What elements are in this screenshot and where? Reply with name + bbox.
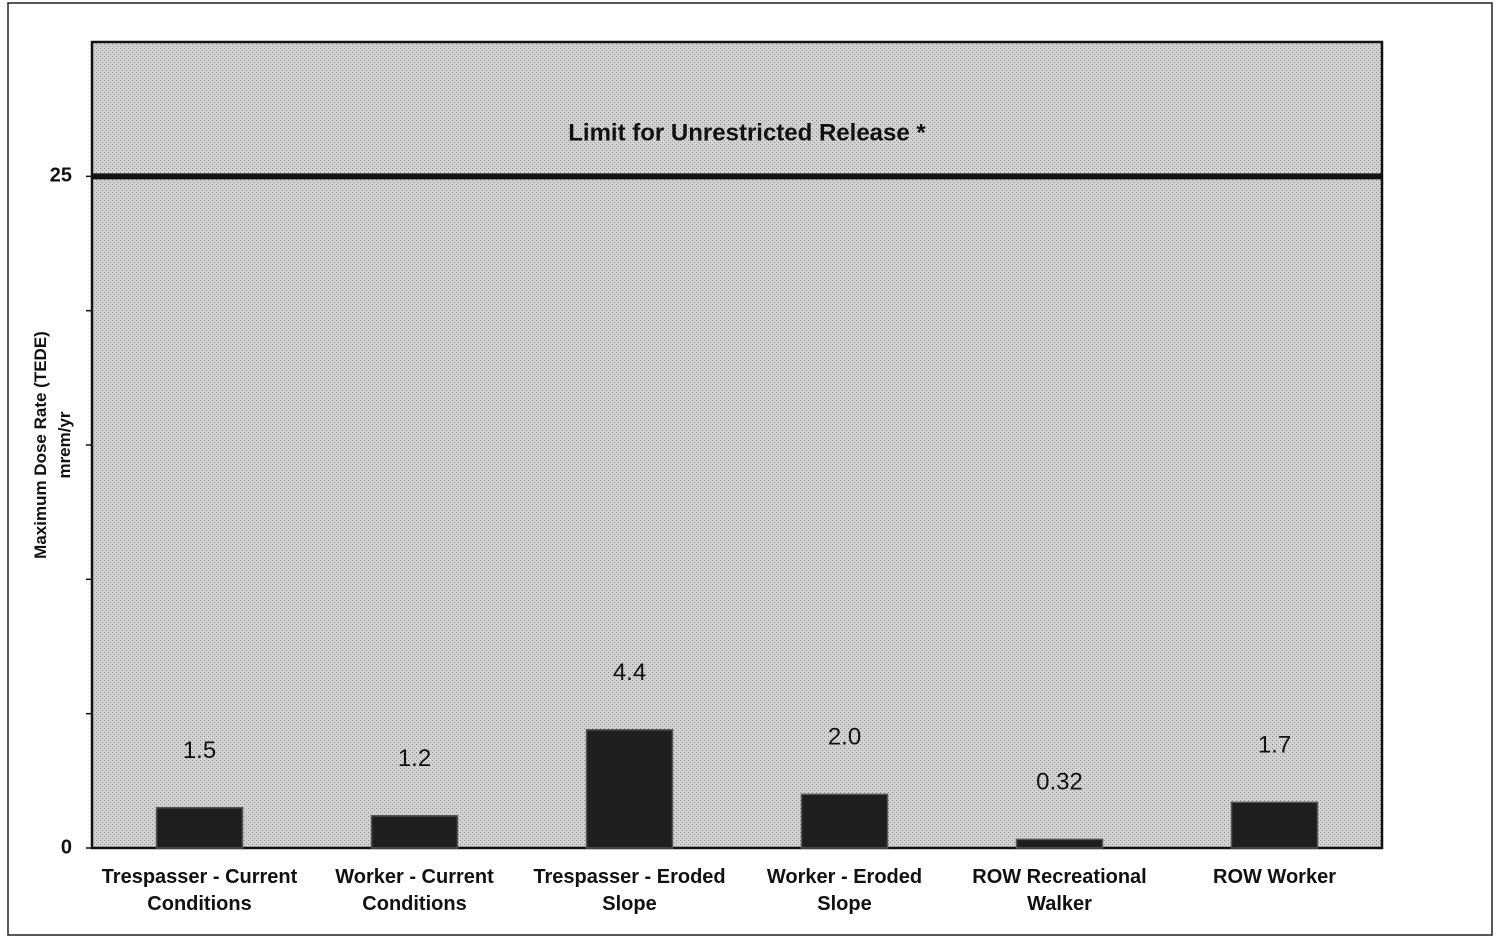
value-label: 4.4 bbox=[613, 659, 646, 686]
plot-area bbox=[90, 40, 1384, 850]
bar bbox=[585, 729, 674, 849]
value-label: 0.32 bbox=[1036, 769, 1083, 796]
x-tick-label-line: Worker - Current bbox=[335, 866, 494, 888]
bar bbox=[800, 793, 889, 849]
bar bbox=[155, 806, 244, 849]
reference-label: Limit for Unrestricted Release * bbox=[568, 120, 926, 147]
x-tick-label: Worker - Eroded Slope bbox=[767, 866, 922, 915]
x-tick-label: Trespasser - Eroded Slope bbox=[533, 866, 725, 915]
value-label: 2.0 bbox=[828, 724, 861, 751]
x-tick-label-line: Worker - Eroded bbox=[767, 866, 922, 888]
x-tick-label-line: Slope bbox=[602, 893, 656, 915]
y-axis-label-line: Maximum Dose Rate (TEDE) bbox=[31, 331, 50, 559]
x-tick-label-line: Walker bbox=[1027, 893, 1092, 915]
bar bbox=[1015, 838, 1104, 849]
y-tick-label: 25 bbox=[50, 165, 72, 187]
y-axis-label: Maximum Dose Rate (TEDE) mrem/yr bbox=[31, 331, 74, 559]
x-tick-label-line: Slope bbox=[817, 893, 871, 915]
bar bbox=[370, 815, 459, 849]
x-tick-label-line: ROW Worker bbox=[1213, 866, 1336, 888]
y-axis-label-line: mrem/yr bbox=[55, 411, 74, 478]
x-tick-label-line: Trespasser - Eroded bbox=[533, 866, 725, 888]
x-tick-label-line: Conditions bbox=[362, 893, 466, 915]
x-tick-label: ROW Recreational Walker bbox=[972, 866, 1146, 915]
x-tick-label-line: ROW Recreational bbox=[972, 866, 1146, 888]
value-label: 1.7 bbox=[1258, 732, 1291, 759]
x-tick-label-line: Trespasser - Current bbox=[102, 866, 298, 888]
value-label: 1.2 bbox=[398, 745, 431, 772]
x-tick-label-line: Conditions bbox=[147, 893, 251, 915]
x-tick-label: ROW Worker bbox=[1213, 866, 1336, 888]
y-tick-label: 0 bbox=[61, 836, 72, 858]
bar bbox=[1230, 801, 1319, 849]
x-tick-label: Worker - Current Conditions bbox=[335, 866, 494, 915]
value-label: 1.5 bbox=[183, 737, 216, 764]
x-tick-label: Trespasser - Current Conditions bbox=[102, 866, 298, 915]
